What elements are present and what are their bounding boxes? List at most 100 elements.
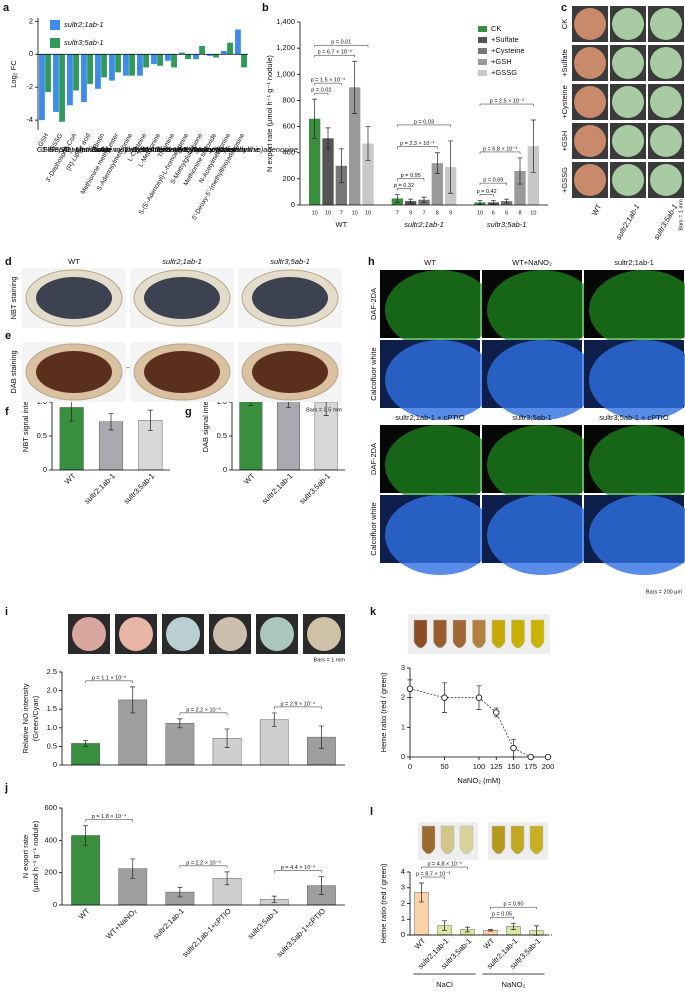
error-bar bbox=[434, 152, 440, 174]
column-label: WT bbox=[68, 257, 80, 266]
tube bbox=[510, 825, 525, 855]
tube bbox=[530, 619, 545, 649]
p-value: p = 2.2 × 10⁻⁵ bbox=[186, 706, 221, 713]
error-bar bbox=[147, 409, 153, 431]
panel-letter: i bbox=[5, 606, 8, 618]
p-value: p = 0.05 bbox=[492, 912, 512, 918]
panel-letter: a bbox=[3, 2, 10, 14]
bar bbox=[527, 146, 539, 205]
error-bar bbox=[130, 686, 136, 714]
bar bbox=[39, 54, 45, 121]
legend-label: +Cysteine bbox=[491, 46, 525, 55]
nodule bbox=[72, 617, 106, 651]
group-label: sultr2;1ab-1 bbox=[404, 220, 444, 229]
y-axis-label: Heme ratio (red / green) bbox=[379, 672, 388, 753]
column-label: sultr2;1ab-1 bbox=[162, 257, 202, 266]
point bbox=[406, 685, 414, 693]
x-tick-label: 175 bbox=[524, 762, 537, 771]
panel-letter: c bbox=[561, 2, 567, 14]
legend-swatch bbox=[50, 20, 60, 30]
bar bbox=[349, 87, 361, 205]
bar bbox=[73, 54, 79, 91]
p-value: p = 0.03 bbox=[414, 119, 434, 125]
y-tick-label: 0 bbox=[53, 900, 57, 909]
bar bbox=[165, 54, 171, 61]
bar bbox=[431, 163, 443, 205]
y-axis-label: N export rate (μmol h⁻¹ g⁻¹ nodule) bbox=[265, 55, 274, 172]
error-bar bbox=[224, 728, 230, 748]
sample-size: 8 bbox=[518, 210, 521, 216]
group-label: Thiamine bbox=[156, 145, 187, 154]
scale-label: Bars = 1 mm bbox=[678, 199, 684, 231]
y-axis-label: N export rate bbox=[21, 835, 30, 878]
y-tick-label: 1.5 bbox=[47, 704, 57, 713]
y-tick-label: 0 bbox=[43, 465, 47, 474]
sample-size: 10 bbox=[312, 210, 318, 216]
error-bar bbox=[318, 725, 324, 749]
p-value: p = 1.1 × 10⁻⁶ bbox=[92, 674, 127, 681]
error-bar bbox=[517, 157, 523, 185]
p-value: p = 0.69 bbox=[483, 178, 503, 184]
p-value: p = 8.7 × 10⁻³ bbox=[416, 871, 450, 877]
error-bar bbox=[271, 895, 277, 903]
legend-label: +GSSG bbox=[491, 68, 517, 77]
legend-label: sultr2;1ab-1 bbox=[64, 20, 104, 29]
tube bbox=[491, 825, 506, 855]
y-axis-label: NBT signal intensity bbox=[21, 386, 30, 452]
p-value: p = 6.8 × 10⁻³ bbox=[483, 146, 517, 152]
significance-bracket bbox=[314, 92, 329, 96]
x-tick-label: 50 bbox=[440, 762, 448, 771]
x-tick-label: WT bbox=[77, 906, 92, 921]
scale-label: Bars = 1 mm bbox=[314, 657, 346, 663]
nodule bbox=[260, 617, 294, 651]
y-tick-label: 2.0 bbox=[47, 686, 57, 695]
significance-bracket bbox=[490, 906, 537, 910]
bar bbox=[45, 54, 51, 93]
tube bbox=[459, 825, 474, 855]
x-tick-label: sultr2;1ab-1+cPTIO bbox=[180, 906, 233, 959]
error-bar bbox=[490, 200, 496, 205]
panel-letter: f bbox=[5, 406, 9, 418]
nodule bbox=[166, 617, 200, 651]
p-value: p = 1.8 × 10⁻⁴ bbox=[92, 813, 127, 820]
significance-bracket bbox=[314, 54, 355, 58]
nodule bbox=[574, 8, 606, 40]
column-label: sultr2;1ab-1 bbox=[614, 258, 654, 267]
y-tick-label: 2 bbox=[29, 16, 33, 25]
error-bar bbox=[224, 871, 230, 886]
y-tick-label: 200 bbox=[282, 174, 295, 183]
tube bbox=[529, 825, 544, 855]
bar bbox=[221, 50, 227, 55]
group-label: Biotin bbox=[92, 145, 111, 154]
error-bar bbox=[448, 140, 454, 194]
bar bbox=[123, 54, 129, 76]
point bbox=[441, 694, 448, 701]
p-value: p = 2.2 × 10⁻⁶ bbox=[186, 859, 221, 866]
significance-bracket bbox=[85, 680, 133, 683]
row-label: DAB staining bbox=[9, 350, 18, 393]
sample-size: 6 bbox=[505, 210, 508, 216]
legend-swatch bbox=[478, 48, 487, 54]
p-value: p = 6.7 × 10⁻³ bbox=[318, 50, 352, 56]
bar bbox=[151, 54, 157, 65]
group-label: WT bbox=[335, 220, 347, 229]
tissue bbox=[589, 340, 685, 420]
significance-bracket bbox=[274, 706, 322, 709]
bar bbox=[235, 29, 241, 55]
legend-swatch bbox=[478, 37, 487, 43]
nodule-core bbox=[252, 277, 328, 319]
p-value: p = 0.02 bbox=[311, 88, 331, 94]
nodule bbox=[612, 8, 644, 40]
error-bar bbox=[352, 60, 358, 114]
x-tick-label: WT bbox=[242, 471, 257, 486]
legend-swatch bbox=[478, 59, 487, 65]
x-tick-label: sultr3;5ab-1 bbox=[122, 471, 156, 505]
bar bbox=[67, 54, 73, 106]
y-tick-label: 0 bbox=[53, 760, 57, 769]
error-bar bbox=[488, 929, 493, 932]
point bbox=[493, 709, 500, 716]
error-bar bbox=[130, 858, 136, 879]
y-tick-label: 3 bbox=[401, 883, 405, 892]
tube bbox=[452, 619, 467, 649]
